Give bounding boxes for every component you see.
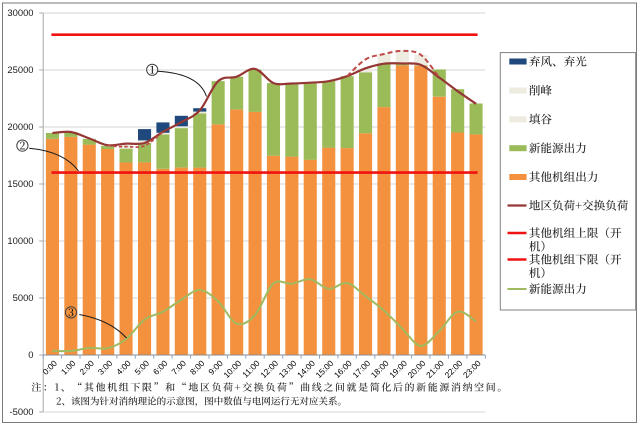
svg-text:10000: 10000 (7, 235, 33, 246)
svg-text:15000: 15000 (7, 178, 33, 189)
svg-text:-5000: -5000 (10, 406, 34, 417)
svg-text:5000: 5000 (13, 292, 34, 303)
svg-text:30000: 30000 (7, 7, 33, 18)
svg-text:20000: 20000 (7, 121, 33, 132)
svg-text:0: 0 (28, 349, 33, 360)
svg-text:25000: 25000 (7, 64, 33, 75)
